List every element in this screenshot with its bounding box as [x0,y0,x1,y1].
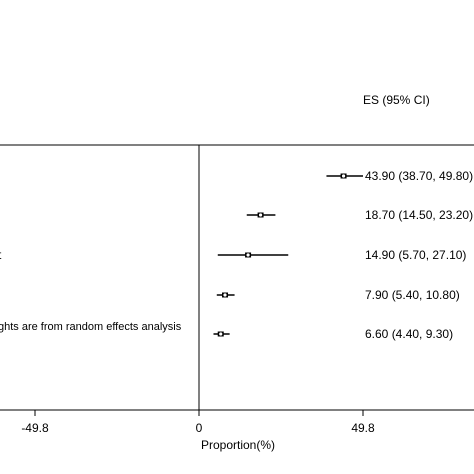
footnote: ghts are from random effects analysis [0,321,182,333]
point-estimate-dot [246,253,250,257]
study-rows: 43.90 (38.70, 49.80) 18.70 (14.50, 23.20)… [0,169,473,341]
es-column-header: ES (95% CI) [363,93,430,107]
effect-size-label: 43.90 (38.70, 49.80) [365,169,473,183]
effect-size-label: 14.90 (5.70, 27.10) [365,248,466,262]
effect-size-label: 7.90 (5.40, 10.80) [365,288,460,302]
x-tick-label: 0 [196,421,203,435]
point-estimate-dot [223,293,227,297]
x-tick-label: -49.8 [21,421,49,435]
point-estimate-dot [341,174,346,178]
point-estimate-dot [258,213,263,217]
effect-size-label: 18.70 (14.50, 23.20) [365,208,473,222]
effect-size-label: 6.60 (4.40, 9.30) [365,327,453,341]
x-axis-ticks: -49.8 0 49.8 [21,410,375,435]
x-tick-label: 49.8 [351,421,375,435]
study-label: t [0,248,2,262]
point-estimate-dot [219,332,223,336]
x-axis-label: Proportion(%) [201,438,275,452]
